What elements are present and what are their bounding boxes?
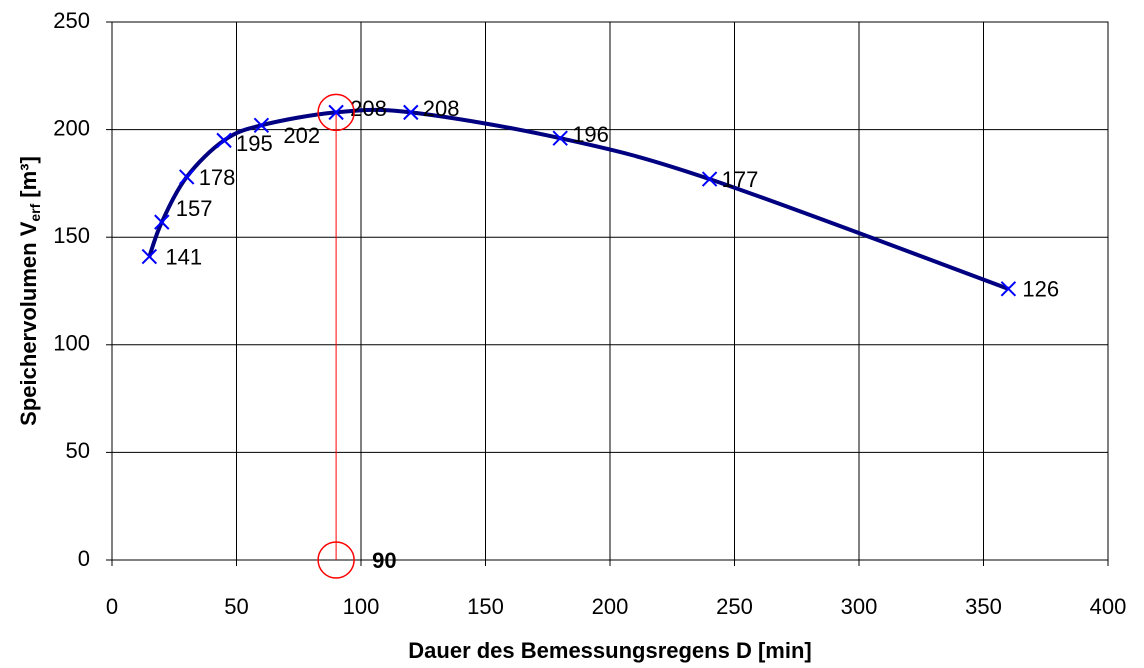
data-label: 157 — [176, 196, 213, 221]
y-axis-title-unit: [m³] — [16, 156, 41, 198]
data-label: 195 — [236, 131, 273, 156]
marker — [328, 104, 344, 121]
data-label: 196 — [572, 122, 609, 147]
y-tick-label: 150 — [53, 223, 90, 248]
annotation-label: 90 — [372, 548, 396, 573]
y-tick-label: 200 — [53, 115, 90, 140]
data-label: 177 — [722, 167, 759, 192]
annotation-circle — [317, 93, 355, 132]
data-label: 126 — [1022, 277, 1059, 302]
marker — [701, 171, 718, 187]
marker — [178, 169, 195, 185]
y-tick-label: 0 — [78, 546, 90, 571]
x-axis-title: Dauer des Bemessungsregens D [min] — [408, 638, 811, 663]
y-tick-label: 250 — [53, 8, 90, 33]
x-tick-label: 300 — [841, 594, 878, 619]
marker — [216, 132, 232, 149]
marker — [552, 130, 568, 146]
y-axis-title: Speichervolumen Verf [m³] — [16, 156, 43, 426]
data-label: 202 — [283, 123, 320, 148]
marker — [1000, 281, 1017, 297]
x-tick-label: 200 — [592, 594, 629, 619]
marker — [253, 117, 270, 134]
y-tick-label: 50 — [66, 438, 90, 463]
plot-border — [111, 21, 1109, 561]
x-tick-label: 100 — [343, 594, 380, 619]
x-tick-label: 50 — [224, 594, 248, 619]
data-label: 141 — [165, 244, 202, 269]
x-tick-label: 250 — [716, 594, 753, 619]
annotation-circle — [317, 541, 355, 579]
y-tick-label: 100 — [53, 331, 90, 356]
x-tick-label: 150 — [467, 594, 504, 619]
x-tick-label: 400 — [1090, 594, 1127, 619]
data-label: 208 — [423, 96, 460, 121]
data-label: 208 — [350, 96, 387, 121]
marker — [154, 214, 170, 230]
data-label: 178 — [199, 165, 236, 190]
y-axis-title-sub: erf — [27, 203, 43, 221]
marker — [141, 248, 158, 265]
x-tick-label: 0 — [106, 594, 118, 619]
x-tick-label: 350 — [965, 594, 1002, 619]
marker — [403, 104, 419, 121]
y-axis-title-main: Speichervolumen V — [16, 221, 41, 426]
